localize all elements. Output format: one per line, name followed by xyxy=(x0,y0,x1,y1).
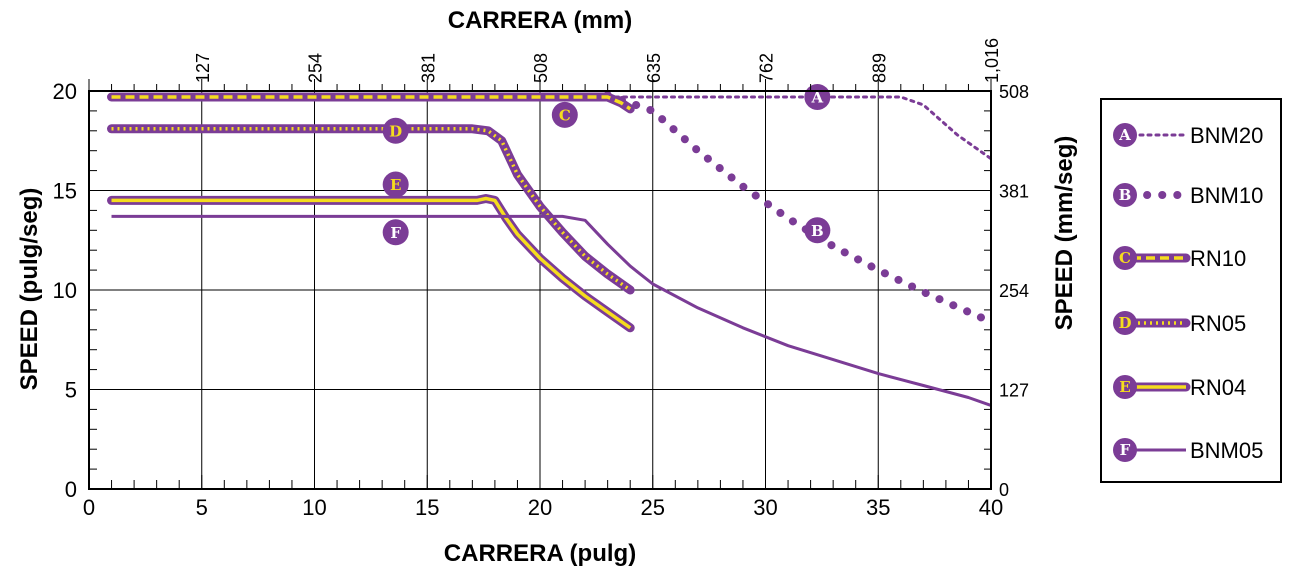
x-top-tick-label: 762 xyxy=(757,53,777,83)
series-bnm20 xyxy=(110,95,993,161)
legend-badge-circle xyxy=(1113,246,1137,270)
legend-badge-letter: E xyxy=(1119,378,1130,396)
badge-circle xyxy=(382,117,409,144)
badge-letter: E xyxy=(390,176,401,194)
x-axis-top-ticks: 127 254 381 508 635 762 889 1,016 xyxy=(88,38,1002,91)
badge-letter: A xyxy=(811,88,824,106)
x-tick-label: 40 xyxy=(979,495,1003,520)
series-line xyxy=(111,214,992,407)
legend-item-bnm05: F BNM05 xyxy=(1113,438,1263,463)
y-axis-right-title: SPEED (mm/seg) xyxy=(1051,136,1078,331)
x-tick-label: 0 xyxy=(83,495,95,520)
x-tick-label: 35 xyxy=(866,495,890,520)
series-rn10 xyxy=(107,92,635,114)
legend-label: BNM10 xyxy=(1190,183,1263,208)
y-axis-left-title: SPEED (pulg/seg) xyxy=(16,188,43,391)
series-line xyxy=(107,92,635,114)
legend-badge-circle xyxy=(1113,438,1137,462)
legend-item-rn05: D RN05 xyxy=(1113,311,1246,336)
badge-c: C xyxy=(551,101,578,128)
series-line xyxy=(603,91,995,326)
legend-item-bnm10: B BNM10 xyxy=(1113,183,1263,208)
legend-badge-letter: D xyxy=(1118,314,1131,332)
badge-letter: C xyxy=(559,106,571,124)
legend: A BNM20 B BNM10 C RN10 D RN05 E RN04 F BNM05 xyxy=(1100,98,1282,483)
badge-letter: F xyxy=(390,224,401,242)
legend-label: BNM05 xyxy=(1190,438,1263,463)
badge-d: D xyxy=(382,117,409,144)
y-right-tick-label: 127 xyxy=(999,381,1029,401)
badge-f: F xyxy=(382,219,409,246)
badge-e: E xyxy=(382,171,409,198)
x-tick-label: 5 xyxy=(196,495,208,520)
x-axis-bottom-ticks: 0 5 10 15 20 25 30 35 40 xyxy=(83,475,1003,520)
y-right-tick-label: 381 xyxy=(999,182,1029,202)
legend-item-bnm20: A BNM20 xyxy=(1113,123,1263,148)
legend-label: BNM20 xyxy=(1190,123,1263,148)
legend-label: RN04 xyxy=(1190,375,1246,400)
x-tick-label: 25 xyxy=(641,495,665,520)
badge-circle xyxy=(382,171,409,198)
y-tick-label: 5 xyxy=(65,378,77,403)
series-rn04 xyxy=(107,194,635,333)
series-bnm10 xyxy=(603,91,995,326)
y-tick-label: 0 xyxy=(65,477,77,502)
y-right-tick-label: 0 xyxy=(999,480,1009,500)
series-layer xyxy=(107,91,995,407)
legend-badge-circle xyxy=(1113,311,1137,335)
x-tick-label: 30 xyxy=(753,495,777,520)
legend-badge-letter: C xyxy=(1119,249,1131,267)
y-right-tick-label: 254 xyxy=(999,281,1029,301)
series-bnm05 xyxy=(111,214,992,407)
x-top-tick-label: 508 xyxy=(531,53,551,83)
x-top-tick-label: 635 xyxy=(644,53,664,83)
x-tick-label: 20 xyxy=(528,495,552,520)
badge-a: A xyxy=(804,83,831,110)
badge-circle xyxy=(804,217,831,244)
legend-badge-circle xyxy=(1113,183,1137,207)
legend-label: RN05 xyxy=(1190,311,1246,336)
legend-label: RN10 xyxy=(1190,246,1246,271)
x-axis-bottom-title: CARRERA (pulg) xyxy=(444,540,636,567)
series-line xyxy=(111,127,632,292)
legend-badge-letter: F xyxy=(1120,441,1131,459)
y-tick-label: 20 xyxy=(53,79,77,104)
legend-box xyxy=(1100,98,1282,483)
x-top-tick-label: 889 xyxy=(869,53,889,83)
x-top-tick-label: 1,016 xyxy=(982,38,1002,83)
legend-item-rn04: E RN04 xyxy=(1113,375,1246,400)
badge-letter: B xyxy=(811,222,824,240)
y-axis-left-ticks: 0 5 10 15 20 xyxy=(53,79,103,502)
x-top-tick-label: 381 xyxy=(418,53,438,83)
y-tick-label: 10 xyxy=(53,278,77,303)
series-line xyxy=(111,196,632,330)
x-tick-label: 15 xyxy=(415,495,439,520)
x-top-tick-label: 254 xyxy=(306,53,326,83)
legend-badge-circle xyxy=(1113,123,1137,147)
legend-badge-letter: B xyxy=(1119,186,1132,204)
series-line xyxy=(110,95,993,161)
badge-circle xyxy=(382,219,409,246)
x-tick-label: 10 xyxy=(302,495,326,520)
legend-badge-letter: A xyxy=(1118,126,1131,144)
y-axis-right-ticks: 0 127 254 381 508 xyxy=(979,82,1029,500)
x-axis-top-title: CARRERA (mm) xyxy=(448,7,632,34)
badge-b: B xyxy=(804,217,831,244)
badge-circle xyxy=(551,101,578,128)
x-top-tick-label: 127 xyxy=(193,53,213,83)
badge-letter: D xyxy=(389,122,402,140)
series-rn05 xyxy=(107,124,635,295)
legend-item-rn10: C RN10 xyxy=(1113,246,1246,271)
grid xyxy=(89,91,991,489)
series-line xyxy=(111,95,632,111)
badge-layer: A B C D E F xyxy=(382,83,831,246)
legend-badge-circle xyxy=(1113,375,1137,399)
y-right-tick-label: 508 xyxy=(999,82,1029,102)
y-tick-label: 15 xyxy=(53,179,77,204)
